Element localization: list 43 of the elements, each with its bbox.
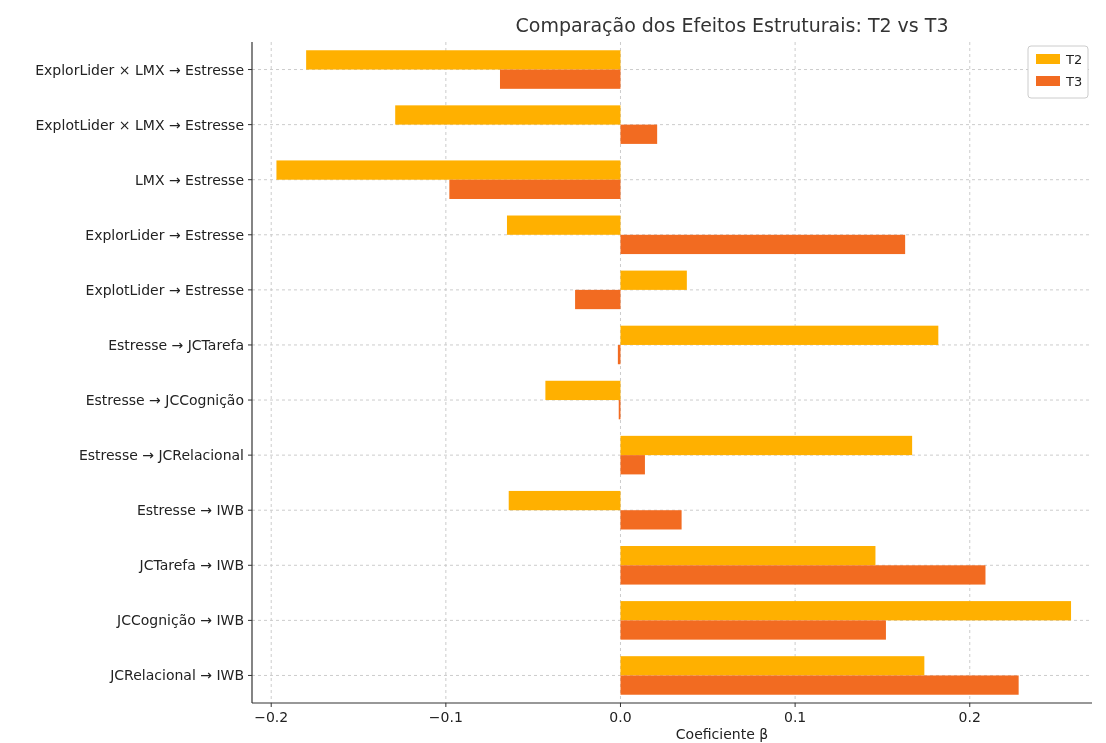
bar xyxy=(620,325,939,345)
bar xyxy=(620,656,925,676)
y-tick-label: ExplotLider → Estresse xyxy=(85,281,244,298)
y-tick-label: ExplotLider × LMX → Estresse xyxy=(35,116,244,133)
y-tick-label: LMX → Estresse xyxy=(135,171,244,188)
x-tick-label: 0.2 xyxy=(958,709,981,725)
bar xyxy=(499,69,621,89)
legend-label: T3 xyxy=(1065,74,1083,89)
y-tick-label: JCTarefa → IWB xyxy=(138,557,244,574)
bar xyxy=(620,675,1019,695)
bar xyxy=(575,289,621,310)
x-tick-label: 0.1 xyxy=(783,709,807,725)
bar xyxy=(508,490,621,511)
y-tick-label: Estresse → JCCognição xyxy=(85,392,244,409)
bar xyxy=(620,620,886,640)
bar xyxy=(620,270,687,290)
y-tick-label: Estresse → JCTarefa xyxy=(108,336,244,353)
y-tick-label: Estresse → JCRelacional xyxy=(78,447,244,464)
bar xyxy=(395,105,621,125)
bar xyxy=(620,435,913,456)
y-tick-label: ExplorLider × LMX → Estresse xyxy=(35,61,244,78)
bar xyxy=(620,546,876,566)
bar xyxy=(545,380,621,401)
bar xyxy=(276,160,621,180)
y-tick-label: JCCognição → IWB xyxy=(116,612,244,629)
y-tick-label: ExplorLider → Estresse xyxy=(85,226,244,243)
legend-label: T2 xyxy=(1065,52,1083,67)
bar xyxy=(506,215,621,235)
bar xyxy=(620,565,986,585)
x-tick-label: 0.0 xyxy=(609,709,632,725)
bar xyxy=(620,234,906,255)
bar xyxy=(620,601,1072,621)
bar xyxy=(449,179,621,199)
y-tick-label: Estresse → IWB xyxy=(136,502,244,519)
x-tick-label: −0.2 xyxy=(254,709,289,725)
chart-title: Comparação dos Efeitos Estruturais: T2 vs T3 xyxy=(515,14,949,36)
x-tick-label: −0.1 xyxy=(428,709,463,725)
bar xyxy=(620,124,658,144)
x-axis-title: Coeficiente β xyxy=(675,726,769,742)
bar xyxy=(620,455,645,475)
bar xyxy=(620,510,682,530)
y-tick-label: JCRelacional → IWB xyxy=(109,667,244,684)
bar xyxy=(306,50,621,70)
